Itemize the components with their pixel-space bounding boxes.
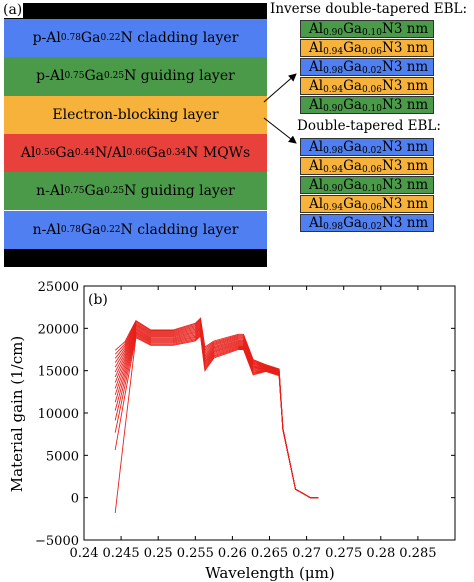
double-ebl-composition: Al0.90Ga0.10N bbox=[309, 176, 394, 194]
inverse-ebl-thickness: 3 nm bbox=[393, 97, 429, 113]
y-tick-label: 25000 bbox=[38, 280, 79, 295]
layer-2: p-Al 0.75 Ga 0.25 N guiding layer bbox=[4, 57, 267, 96]
inverse-ebl-row-2: Al0.94Ga0.06N 3 nm bbox=[300, 39, 434, 57]
y-tick-label: 20000 bbox=[38, 322, 79, 337]
inverse-ebl-composition: Al0.90Ga0.10N bbox=[309, 96, 394, 114]
double-ebl-title: Double-tapered EBL: bbox=[297, 118, 441, 134]
gain-curve-16 bbox=[114, 317, 319, 499]
double-ebl-thickness: 3 nm bbox=[393, 139, 429, 155]
layer-5: n-Al 0.75 Ga 0.25 N guiding layer bbox=[4, 172, 267, 211]
ebl-arrows bbox=[263, 73, 297, 144]
double-ebl-composition: Al0.98Ga0.02N bbox=[309, 138, 394, 156]
double-ebl-thickness: 3 nm bbox=[393, 177, 429, 193]
inverse-ebl-thickness: 3 nm bbox=[393, 78, 429, 94]
double-ebl-composition: Al0.94Ga0.06N bbox=[309, 157, 394, 175]
y-tick-label: 0 bbox=[71, 492, 79, 507]
inverse-ebl-composition: Al0.94Ga0.06N bbox=[309, 77, 394, 95]
layer-6: n-Al 0.78 Ga 0.22 N cladding layer bbox=[4, 210, 267, 249]
x-axis-label: Wavelength (μm) bbox=[205, 564, 334, 582]
layer-1: p-Al 0.78 Ga 0.22 N cladding layer bbox=[4, 19, 267, 58]
y-tick-label: 15000 bbox=[38, 365, 79, 380]
x-tick-label: 0.26 bbox=[218, 546, 247, 561]
double-ebl-composition: Al0.94Ga0.06N bbox=[309, 195, 394, 213]
gain-curve-3 bbox=[114, 332, 319, 499]
y-tick-label: 5000 bbox=[46, 449, 79, 464]
gain-curve-1 bbox=[114, 335, 319, 513]
bottom-substrate-bar bbox=[4, 249, 267, 267]
inverse-ebl-row-4: Al0.94Ga0.06N 3 nm bbox=[300, 77, 434, 95]
x-tick-label: 0.24 bbox=[70, 546, 99, 561]
gain-curve-2 bbox=[114, 333, 319, 499]
x-tick-label: 0.285 bbox=[399, 546, 436, 561]
layer-4: Al 0.56 Ga 0.44 N/Al 0.66 Ga 0.34 N MQWs bbox=[4, 133, 267, 173]
inverse-ebl-thickness: 3 nm bbox=[393, 59, 429, 75]
gain-curves bbox=[114, 317, 319, 513]
panel-b-label: (b) bbox=[88, 292, 108, 308]
y-axis-label: Material gain (1/cm) bbox=[8, 336, 26, 492]
double-ebl-thickness: 3 nm bbox=[393, 215, 429, 231]
double-ebl-thickness: 3 nm bbox=[393, 196, 429, 212]
panel-a-label: (a) bbox=[2, 2, 24, 18]
double-ebl-row-2: Al0.94Ga0.06N 3 nm bbox=[300, 157, 434, 175]
double-ebl-composition: Al0.98Ga0.02N bbox=[309, 214, 394, 232]
double-ebl-row-4: Al0.94Ga0.06N 3 nm bbox=[300, 195, 434, 213]
inverse-ebl-composition: Al0.98Ga0.02N bbox=[309, 58, 394, 76]
x-axis: 0.24 0.245 0.25 0.255 0.26 0.265 0.27 0.275 0.28… bbox=[70, 286, 437, 561]
layer-3: Electron-blocking layer bbox=[4, 95, 267, 134]
x-tick-label: 0.27 bbox=[292, 546, 321, 561]
x-tick-label: 0.28 bbox=[366, 546, 395, 561]
inverse-ebl-row-3: Al0.98Ga0.02N 3 nm bbox=[300, 58, 434, 76]
inverse-ebl-row-1: Al0.90Ga0.10N 3 nm bbox=[300, 20, 434, 38]
arrow-to-inverse-ebl bbox=[263, 73, 297, 103]
double-ebl-row-3: Al0.90Ga0.10N 3 nm bbox=[300, 176, 434, 194]
top-contact-bar bbox=[4, 3, 267, 19]
gain-curve-7 bbox=[114, 327, 319, 499]
x-tick-label: 0.25 bbox=[144, 546, 173, 561]
inverse-ebl-composition: Al0.90Ga0.10N bbox=[309, 20, 394, 38]
inverse-ebl-thickness: 3 nm bbox=[393, 21, 429, 37]
arrow-to-double-ebl bbox=[263, 117, 297, 144]
x-tick-label: 0.275 bbox=[325, 546, 362, 561]
y-axis: −5000 0 5000 10000 15000 20000 25000 bbox=[35, 280, 455, 549]
inverse-ebl-title: Inverse double-tapered EBL: bbox=[270, 1, 468, 17]
double-ebl-row-1: Al0.98Ga0.02N 3 nm bbox=[300, 138, 434, 156]
inverse-ebl-composition: Al0.94Ga0.06N bbox=[309, 39, 394, 57]
y-tick-label: 10000 bbox=[38, 407, 79, 422]
double-ebl-row-5: Al0.98Ga0.02N 3 nm bbox=[300, 214, 434, 232]
inverse-ebl-thickness: 3 nm bbox=[393, 40, 429, 56]
x-tick-label: 0.245 bbox=[102, 546, 139, 561]
inverse-ebl-row-5: Al0.90Ga0.10N 3 nm bbox=[300, 96, 434, 114]
x-tick-label: 0.255 bbox=[177, 546, 214, 561]
y-tick-label: −5000 bbox=[35, 534, 79, 549]
x-tick-label: 0.265 bbox=[251, 546, 288, 561]
double-ebl-thickness: 3 nm bbox=[393, 158, 429, 174]
